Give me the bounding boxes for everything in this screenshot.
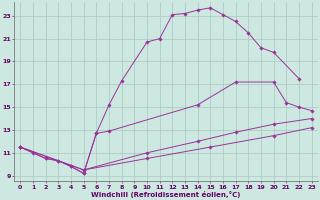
X-axis label: Windchill (Refroidissement éolien,°C): Windchill (Refroidissement éolien,°C)	[91, 191, 241, 198]
